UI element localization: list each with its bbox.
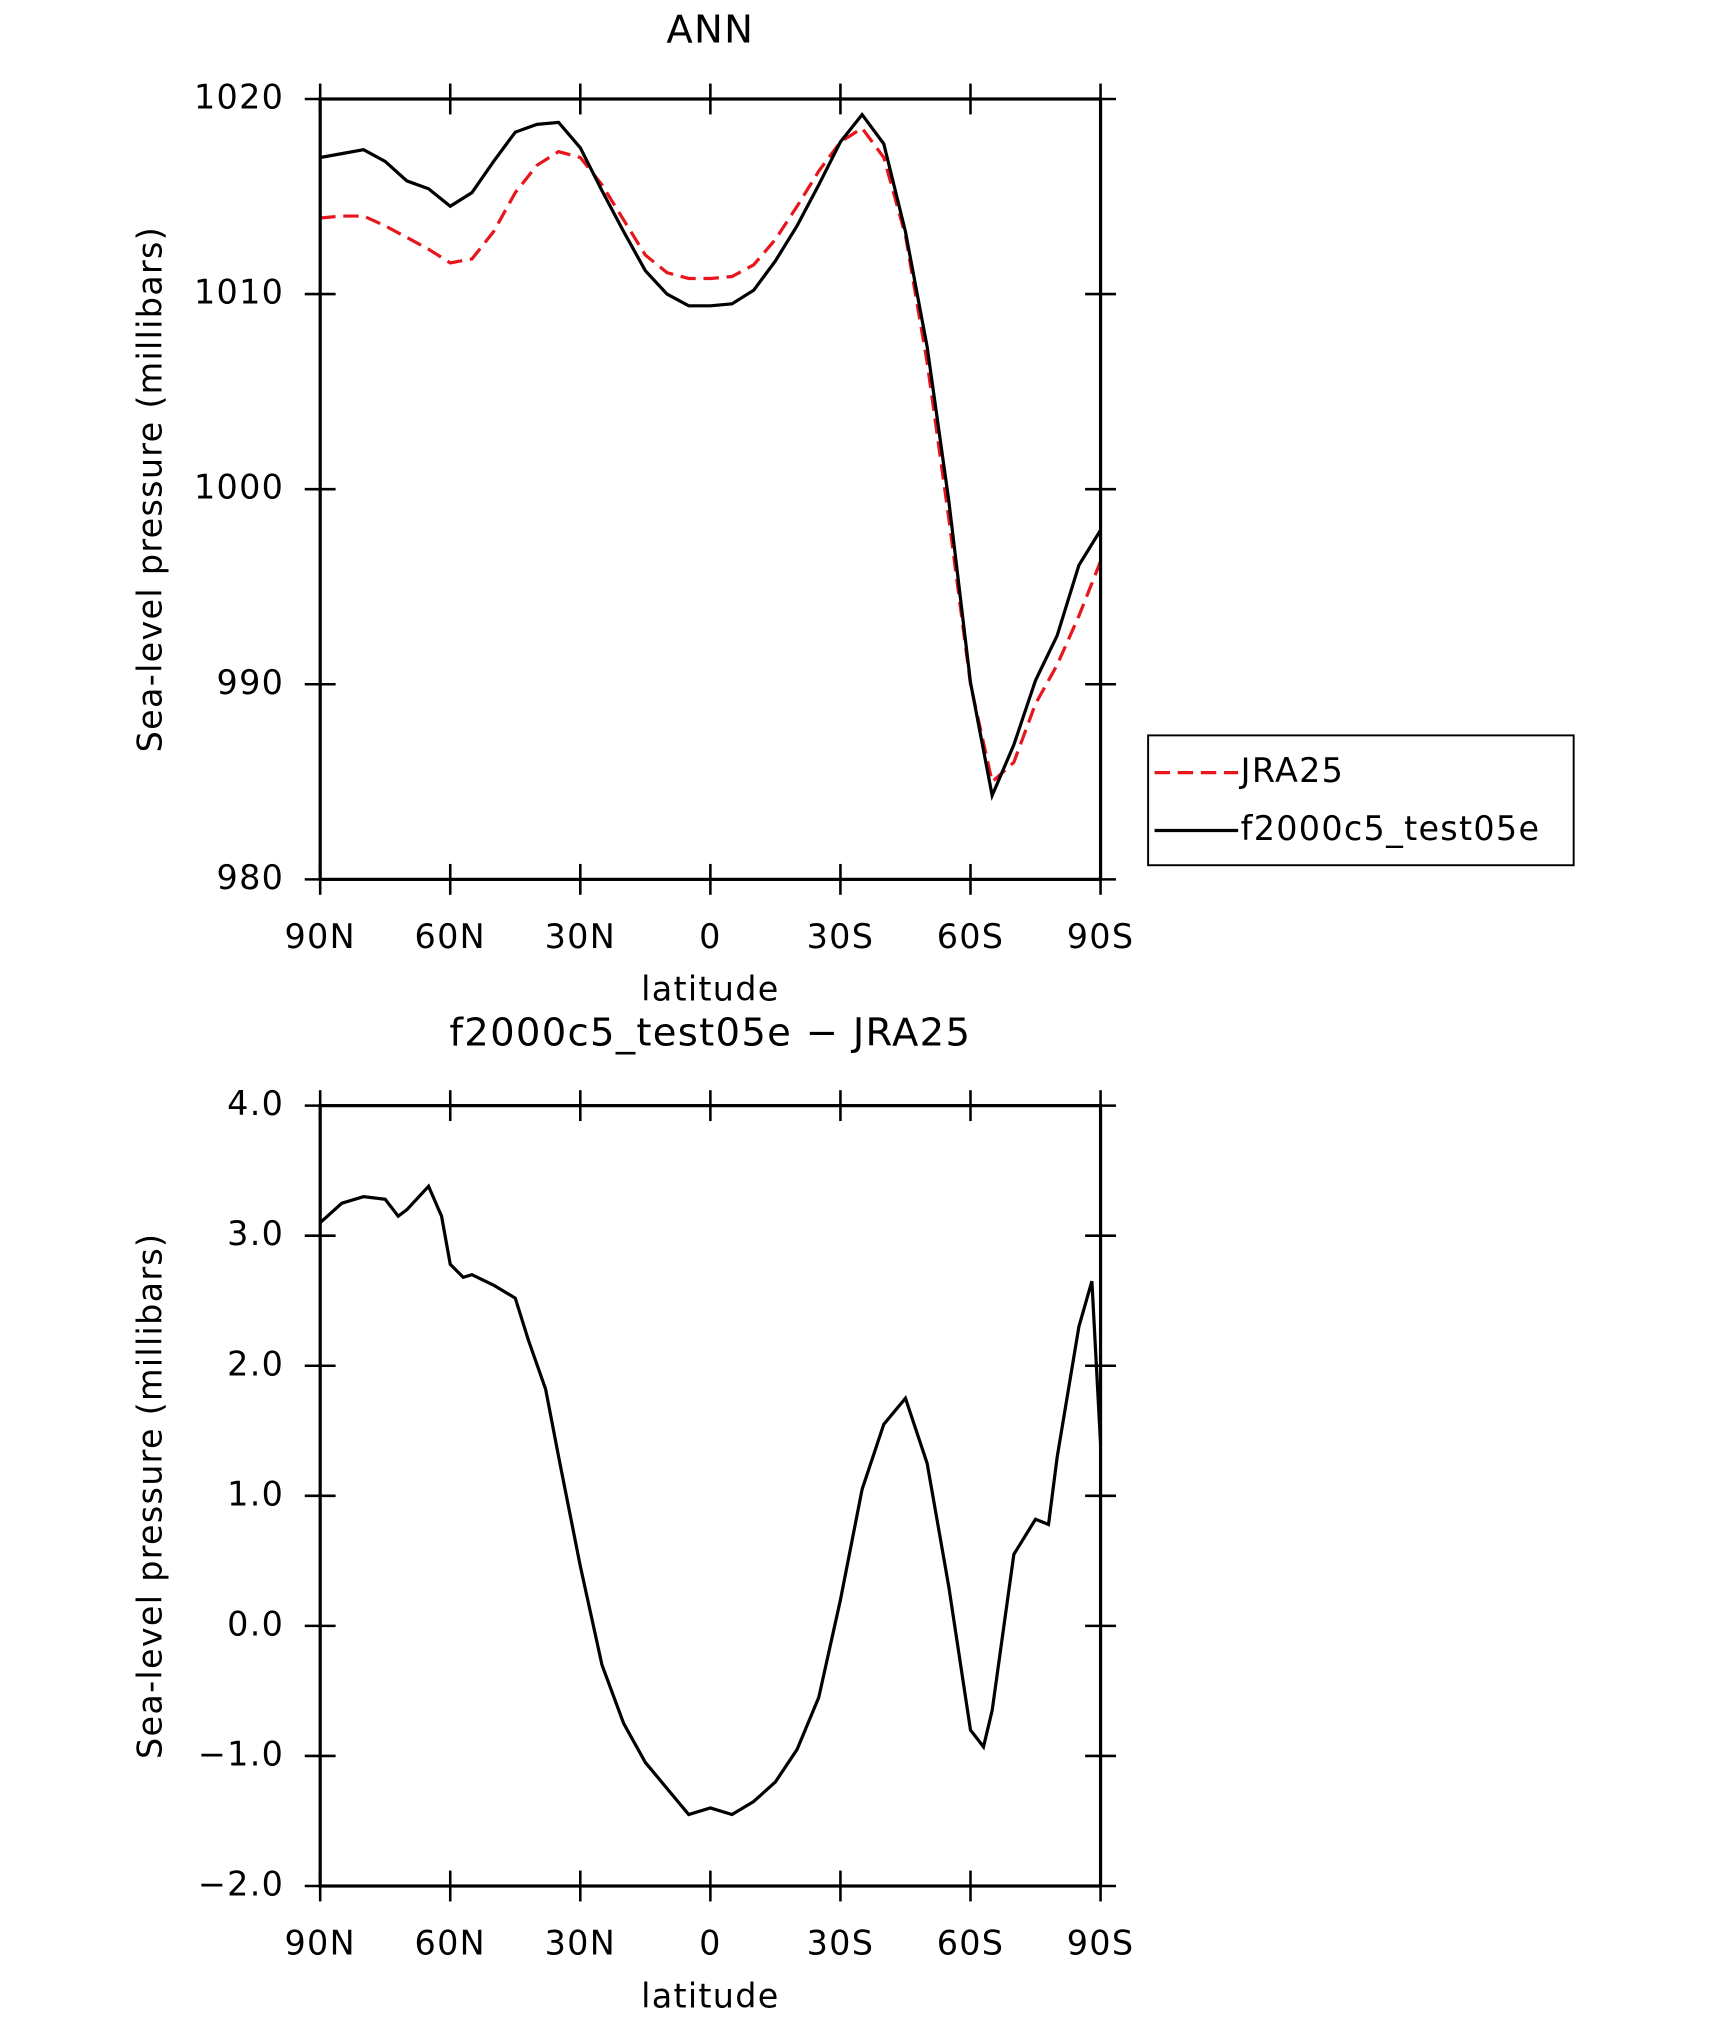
y-tick-label: −2.0 <box>198 1865 284 1904</box>
x-tick-label: 30S <box>807 917 875 956</box>
x-tick-label: 0 <box>699 917 722 956</box>
x-tick-label: 60S <box>937 917 1005 956</box>
x-tick-label: 90N <box>285 917 356 956</box>
y-axis-label: Sea-level pressure (millibars) <box>130 1233 169 1759</box>
chart-title: ANN <box>666 8 754 53</box>
y-axis-label: Sea-level pressure (millibars) <box>130 226 169 752</box>
x-tick-label: 60N <box>415 917 486 956</box>
y-tick-label: 3.0 <box>227 1214 284 1253</box>
series-line <box>319 1183 1103 1817</box>
y-tick-label: 1.0 <box>227 1474 284 1513</box>
x-tick-label: 90N <box>285 1924 356 1963</box>
y-tick-label: 990 <box>217 663 285 702</box>
x-tick-label: 60S <box>937 1924 1005 1963</box>
legend-label: f2000c5_test05e <box>1241 809 1541 848</box>
y-tick-label: 1020 <box>194 77 284 116</box>
x-tick-label: 30S <box>807 1924 875 1963</box>
x-tick-label: 30N <box>545 917 616 956</box>
y-tick-label: 0.0 <box>227 1604 284 1643</box>
x-tick-label: 60N <box>415 1924 486 1963</box>
x-tick-label: 90S <box>1067 1924 1135 1963</box>
legend-box <box>1147 734 1575 867</box>
y-tick-label: 1010 <box>194 273 284 312</box>
y-tick-label: 4.0 <box>227 1084 284 1123</box>
legend-label: JRA25 <box>1239 751 1345 790</box>
y-tick-label: 980 <box>217 858 285 897</box>
plot-frame <box>318 97 1103 881</box>
x-axis-label: latitude <box>641 1976 779 2015</box>
plot-frame <box>318 1104 1103 1888</box>
x-tick-label: 90S <box>1067 917 1135 956</box>
series-line <box>319 111 1102 801</box>
series-line <box>320 126 1103 785</box>
x-tick-label: 30N <box>545 1924 616 1963</box>
y-tick-label: −1.0 <box>198 1734 284 1773</box>
y-tick-label: 1000 <box>194 468 284 507</box>
x-tick-label: 0 <box>699 1924 722 1963</box>
y-tick-label: 2.0 <box>227 1344 284 1383</box>
chart-title: f2000c5_test05e − JRA25 <box>449 1010 971 1055</box>
x-axis-label: latitude <box>641 970 779 1009</box>
